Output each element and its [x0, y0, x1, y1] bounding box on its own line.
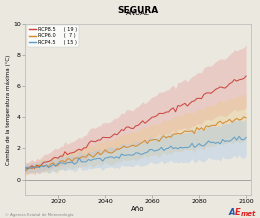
Text: ANUAL: ANUAL — [126, 10, 150, 16]
Text: E: E — [235, 208, 241, 217]
Text: A: A — [229, 208, 235, 217]
Title: SEGURA: SEGURA — [117, 5, 159, 15]
Legend: RCP8.5     ( 19 ), RCP6.0     (  7 ), RCP4.5     ( 15 ): RCP8.5 ( 19 ), RCP6.0 ( 7 ), RCP4.5 ( 15… — [27, 25, 79, 47]
Text: © Agencia Estatal de Meteorología: © Agencia Estatal de Meteorología — [5, 213, 74, 217]
X-axis label: Año: Año — [131, 206, 145, 213]
Y-axis label: Cambio de la temperatura máxima (°C): Cambio de la temperatura máxima (°C) — [5, 54, 11, 165]
Text: met: met — [240, 211, 256, 217]
